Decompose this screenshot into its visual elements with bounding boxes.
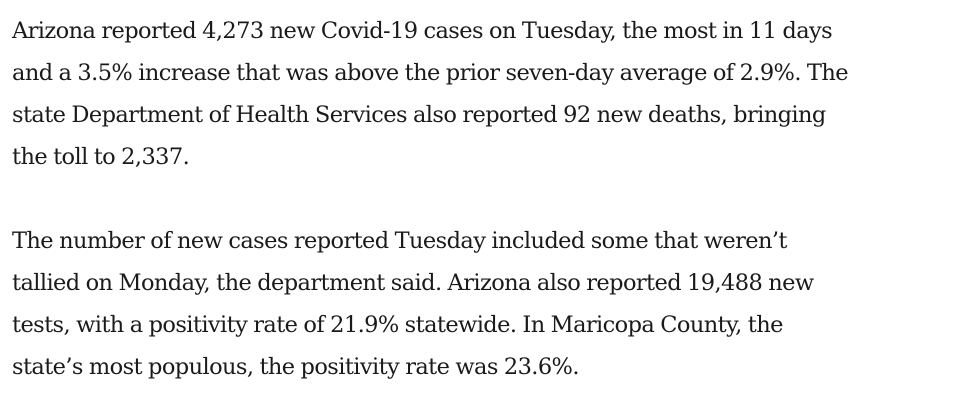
paragraph-1: Arizona reported 4,273 new Covid-19 case… (12, 10, 952, 178)
paragraph-line: The number of new cases reported Tuesday… (12, 228, 787, 254)
paragraph-line: tallied on Monday, the department said. … (12, 270, 814, 296)
paragraph-line: state’s most populous, the positivity ra… (12, 354, 579, 380)
paragraph-line: state Department of Health Services also… (12, 102, 826, 128)
paragraph-line: Arizona reported 4,273 new Covid-19 case… (12, 18, 833, 44)
paragraph-line: the toll to 2,337. (12, 144, 190, 170)
article-body: Arizona reported 4,273 new Covid-19 case… (12, 10, 952, 388)
paragraph-2: The number of new cases reported Tuesday… (12, 220, 952, 388)
paragraph-line: tests, with a positivity rate of 21.9% s… (12, 312, 783, 338)
paragraph-line: and a 3.5% increase that was above the p… (12, 60, 849, 86)
